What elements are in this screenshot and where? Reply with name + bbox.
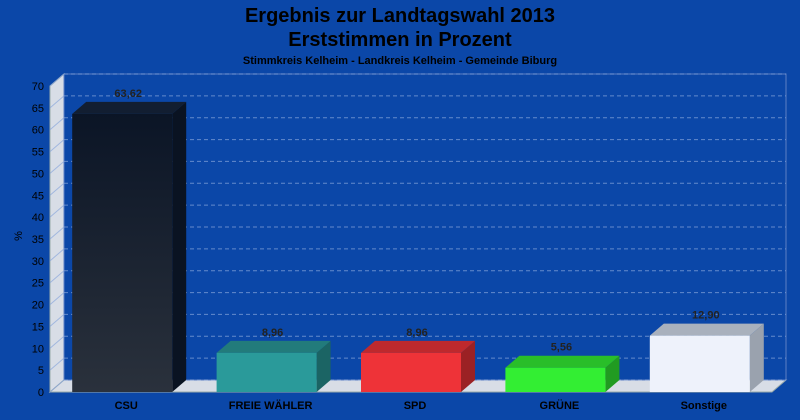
grid-line-side	[49, 357, 65, 371]
y-tick-label: 50	[32, 168, 44, 180]
grid-line-side	[49, 248, 65, 262]
bars: 63,62 8,96 8,96 5,56 12,90	[72, 88, 764, 393]
y-tick-label: 70	[32, 81, 44, 93]
y-tick-label: 20	[32, 300, 44, 312]
bar-top	[505, 355, 620, 368]
data-label: 8,96	[262, 327, 283, 339]
y-tick-label: 65	[32, 103, 44, 115]
x-tick-label: CSU	[115, 400, 138, 412]
bar-top	[72, 101, 187, 114]
grid-line-side	[49, 139, 65, 152]
grid-line-side	[49, 95, 65, 109]
chart-title: Ergebnis zur Landtagswahl 2013	[244, 5, 556, 27]
y-axis-label: %	[13, 231, 25, 241]
x-tick-label: SPD	[404, 400, 427, 412]
data-label: 12,90	[692, 310, 720, 322]
y-tick-label: 35	[32, 234, 44, 246]
bar	[505, 367, 606, 392]
bar-top	[216, 340, 331, 353]
x-tick-label: GRÜNE	[540, 399, 580, 412]
chart-title-line2: Erststimmen in Prozent	[288, 29, 512, 51]
y-tick-label: 40	[32, 212, 44, 224]
grid-line-side	[49, 314, 65, 327]
grid-line-side	[49, 182, 65, 196]
bar-side	[605, 355, 620, 392]
bar-side	[172, 101, 187, 393]
data-label: 5,56	[551, 342, 572, 354]
chart-subtitle: Stimmkreis Kelheim - Landkreis Kelheim -…	[242, 55, 558, 67]
bar	[72, 113, 173, 393]
data-label: 8,96	[406, 327, 427, 339]
grid-line-side	[49, 226, 65, 240]
grid-line-side	[49, 117, 65, 131]
x-tick-label: FREIE WÄHLER	[229, 399, 313, 412]
y-tick-label: 30	[32, 256, 44, 268]
bar-top	[649, 323, 764, 336]
x-axis-labels: CSU FREIE WÄHLER SPD GRÜNE Sonstige	[115, 399, 727, 412]
bar-side	[316, 340, 331, 392]
bar-side	[749, 323, 764, 392]
bar	[216, 352, 317, 392]
grid-line-side	[49, 204, 65, 218]
grid-line-side	[49, 73, 65, 87]
y-tick-label: 55	[32, 147, 44, 159]
grid-line-side	[49, 292, 65, 305]
y-tick-label: 0	[38, 387, 44, 399]
grid-line-side	[49, 379, 65, 393]
bar-top	[361, 340, 475, 353]
data-label: 63,62	[114, 88, 142, 100]
bar	[361, 352, 461, 392]
grid-line-side	[49, 335, 65, 349]
y-tick-label: 45	[32, 190, 44, 202]
y-tick-label: 15	[32, 321, 44, 333]
y-tick-label: 25	[32, 278, 44, 290]
y-tick-label: 10	[32, 343, 44, 355]
x-tick-label: Sonstige	[681, 400, 727, 412]
grid-line-side	[49, 161, 65, 174]
y-tick-label: 5	[38, 365, 44, 377]
y-axis-ticks: 0 5 10 15 20 25 30 35 40 45 50 55 60 65 70	[32, 81, 44, 399]
grid-line-side	[49, 270, 65, 284]
y-tick-label: 60	[32, 125, 44, 137]
bar	[649, 335, 750, 392]
bar-side	[461, 340, 475, 392]
